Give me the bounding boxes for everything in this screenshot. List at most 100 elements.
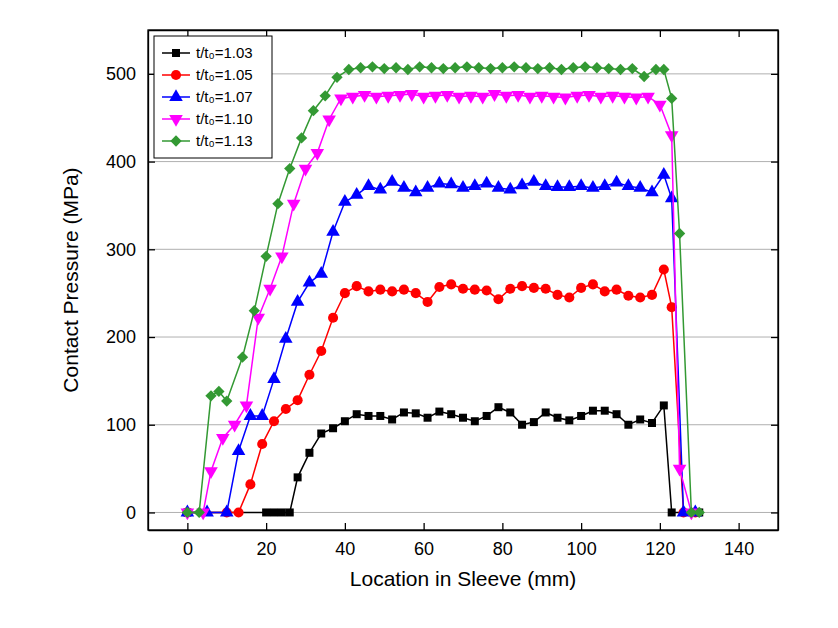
marker <box>588 279 598 289</box>
tick-mark <box>148 249 155 250</box>
marker <box>311 149 325 161</box>
tick <box>581 30 582 37</box>
marker <box>438 63 449 74</box>
marker <box>615 64 626 75</box>
marker <box>293 395 303 405</box>
legend-label: t/t₀=1.03 <box>196 44 253 61</box>
marker <box>228 421 242 433</box>
marker <box>221 395 232 406</box>
plot-area: 0204060801001201400100200300400500t/t₀=1… <box>106 30 779 559</box>
marker <box>385 174 399 186</box>
marker <box>518 421 526 429</box>
tick-mark <box>771 249 778 250</box>
marker <box>668 508 676 516</box>
tick: 120 <box>645 523 675 559</box>
tick-mark <box>148 337 155 338</box>
marker <box>565 416 573 424</box>
marker <box>279 331 293 343</box>
marker <box>564 292 574 302</box>
marker <box>542 408 550 416</box>
marker <box>530 418 538 426</box>
marker <box>329 424 337 432</box>
marker <box>402 64 413 75</box>
marker <box>598 178 612 190</box>
marker <box>322 116 336 128</box>
marker <box>249 305 260 316</box>
legend-label: t/t₀=1.13 <box>196 132 253 149</box>
marker <box>665 131 679 143</box>
tick-mark <box>771 337 778 338</box>
tick <box>502 30 503 37</box>
marker <box>260 251 271 262</box>
marker <box>476 93 490 105</box>
marker <box>397 180 411 192</box>
tick-label: 200 <box>106 327 136 347</box>
marker <box>270 508 278 516</box>
tick-label: 300 <box>106 240 136 260</box>
marker <box>257 439 267 449</box>
marker <box>503 182 517 194</box>
tick <box>424 30 425 37</box>
marker <box>638 71 649 82</box>
marker <box>464 92 478 104</box>
marker <box>284 163 295 174</box>
tick <box>771 74 778 75</box>
tick-mark <box>423 30 424 37</box>
tick-label: 140 <box>724 539 754 559</box>
marker <box>449 62 460 73</box>
marker <box>376 412 384 420</box>
marker <box>328 313 338 323</box>
marker <box>520 62 531 73</box>
marker <box>570 92 584 104</box>
marker <box>647 290 657 300</box>
marker <box>468 178 482 190</box>
marker <box>429 92 443 104</box>
marker <box>444 177 458 189</box>
x-axis-title: Location in Sleeve (mm) <box>350 567 576 590</box>
marker <box>568 62 579 73</box>
tick-label: 20 <box>257 539 277 559</box>
marker <box>586 180 600 192</box>
marker <box>352 281 362 291</box>
marker <box>603 63 614 74</box>
marker <box>350 187 364 199</box>
marker <box>381 92 395 104</box>
tick-label: 100 <box>106 415 136 435</box>
tick: 0 <box>183 523 193 559</box>
marker <box>535 92 549 104</box>
tick-mark <box>581 523 582 530</box>
marker <box>473 62 484 73</box>
marker <box>281 404 291 414</box>
marker <box>367 61 378 72</box>
tick-label: 500 <box>106 64 136 84</box>
tick: 80 <box>493 523 513 559</box>
marker <box>320 90 331 101</box>
marker <box>559 94 573 106</box>
tick-mark <box>660 523 661 530</box>
tick: 140 <box>724 523 754 559</box>
legend-label: t/t₀=1.10 <box>196 110 253 127</box>
marker <box>434 282 444 292</box>
tick-mark <box>345 523 346 530</box>
marker <box>480 176 494 188</box>
marker <box>334 94 348 106</box>
marker <box>316 346 326 356</box>
tick <box>771 512 778 513</box>
marker <box>417 93 431 105</box>
marker <box>532 63 543 74</box>
marker <box>653 101 667 113</box>
marker <box>387 286 397 296</box>
tick-mark <box>771 74 778 75</box>
marker <box>433 176 447 188</box>
marker <box>505 284 515 294</box>
tick: 20 <box>257 523 277 559</box>
grid-line <box>148 161 778 162</box>
marker <box>362 178 376 190</box>
marker <box>509 61 520 72</box>
marker <box>341 417 349 425</box>
tick-mark <box>771 425 778 426</box>
marker <box>299 165 313 177</box>
marker <box>358 91 372 103</box>
tick-mark <box>148 512 155 513</box>
marker <box>411 288 421 298</box>
